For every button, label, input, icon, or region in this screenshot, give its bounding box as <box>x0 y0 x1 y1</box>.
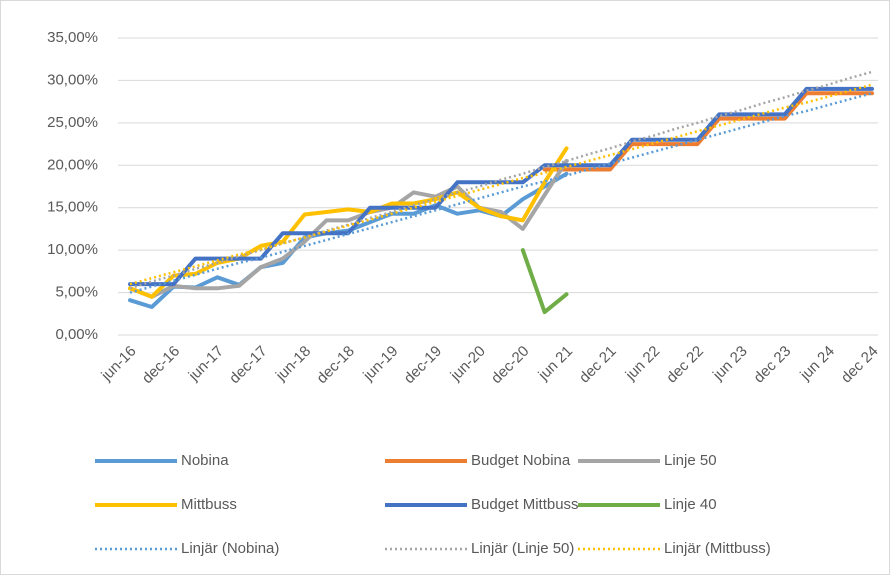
y-tick-label: 5,00% <box>55 284 98 301</box>
y-tick-label: 20,00% <box>47 156 98 173</box>
legend-label: Linje 40 <box>664 496 717 513</box>
series-line <box>520 248 569 315</box>
legend-label: Linjär (Mittbuss) <box>664 540 771 557</box>
y-tick-label: 35,00% <box>47 29 98 46</box>
legend-label: Linje 50 <box>664 452 717 469</box>
series-line <box>129 91 873 294</box>
series-line <box>542 91 874 172</box>
series-line <box>129 70 873 290</box>
legend-label: Budget Mittbuss <box>471 496 579 513</box>
series-line <box>128 146 569 299</box>
legend-label: Linjär (Nobina) <box>181 540 279 557</box>
y-tick-label: 15,00% <box>47 199 98 216</box>
y-tick-label: 10,00% <box>47 241 98 258</box>
legend-label: Mittbuss <box>181 496 237 513</box>
legend-label: Nobina <box>181 452 229 469</box>
series-line <box>128 86 874 287</box>
legend-label: Linjär (Linje 50) <box>471 540 574 557</box>
legend-label: Budget Nobina <box>471 452 571 469</box>
y-tick-label: 30,00% <box>47 71 98 88</box>
series-line <box>129 83 873 286</box>
y-tick-label: 25,00% <box>47 114 98 131</box>
y-tick-label: 0,00% <box>55 326 98 343</box>
series-line <box>128 159 569 299</box>
